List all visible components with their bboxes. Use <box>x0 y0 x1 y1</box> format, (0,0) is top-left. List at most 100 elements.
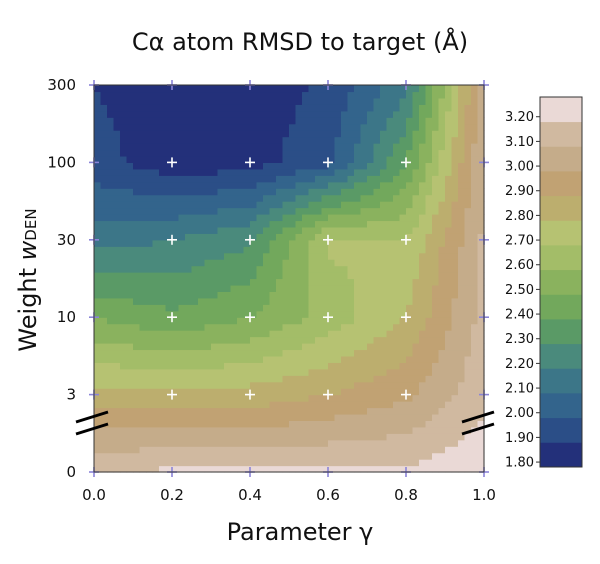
heatmap-cell <box>464 214 472 222</box>
heatmap-cell <box>211 407 219 415</box>
heatmap-cell <box>321 194 329 202</box>
heatmap-cell <box>198 343 206 351</box>
heatmap-cell <box>302 362 310 370</box>
heatmap-cell <box>308 239 316 247</box>
heatmap-cell <box>250 330 258 338</box>
heatmap-cell <box>354 343 362 351</box>
heatmap-cell <box>477 149 485 157</box>
heatmap-cell <box>445 246 453 254</box>
heatmap-cell <box>237 110 245 118</box>
heatmap-cell <box>139 381 147 389</box>
heatmap-cell <box>224 381 232 389</box>
heatmap-cell <box>477 323 485 331</box>
heatmap-cell <box>211 330 219 338</box>
heatmap-cell <box>380 420 388 428</box>
heatmap-cell <box>399 291 407 299</box>
heatmap-cell <box>386 343 394 351</box>
heatmap-cell <box>341 201 349 209</box>
heatmap-cell <box>445 433 453 441</box>
heatmap-cell <box>217 239 225 247</box>
heatmap-cell <box>373 214 381 222</box>
heatmap-cell <box>256 446 264 454</box>
heatmap-cell <box>172 162 180 170</box>
heatmap-cell <box>146 130 154 138</box>
heatmap-cell <box>347 246 355 254</box>
heatmap-cell <box>159 85 167 93</box>
heatmap-cell <box>399 349 407 357</box>
heatmap-cell <box>204 291 212 299</box>
heatmap-cell <box>347 265 355 273</box>
heatmap-cell <box>315 349 323 357</box>
heatmap-cell <box>276 420 284 428</box>
heatmap-cell <box>302 259 310 267</box>
heatmap-cell <box>94 401 102 409</box>
heatmap-cell <box>237 401 245 409</box>
heatmap-cell <box>458 349 466 357</box>
heatmap-cell <box>107 143 115 151</box>
heatmap-cell <box>172 388 180 396</box>
heatmap-cell <box>432 388 440 396</box>
heatmap-cell <box>412 117 420 125</box>
heatmap-cell <box>360 413 368 421</box>
heatmap-cell <box>295 465 303 473</box>
heatmap-cell <box>139 426 147 434</box>
heatmap-cell <box>458 459 466 467</box>
heatmap-cell <box>471 85 479 93</box>
heatmap-cell <box>113 304 121 312</box>
heatmap-cell <box>471 388 479 396</box>
heatmap-cell <box>198 252 206 260</box>
heatmap-cell <box>146 207 154 215</box>
heatmap-cell <box>211 336 219 344</box>
heatmap-cell <box>373 413 381 421</box>
heatmap-cell <box>165 155 173 163</box>
heatmap-cell <box>185 323 193 331</box>
heatmap-cell <box>100 136 108 144</box>
heatmap-cell <box>250 85 258 93</box>
heatmap-cell <box>191 278 199 286</box>
heatmap-cell <box>347 452 355 460</box>
heatmap-cell <box>269 91 277 99</box>
heatmap-cell <box>172 349 180 357</box>
heatmap-cell <box>113 201 121 209</box>
heatmap-cell <box>315 394 323 402</box>
heatmap-cell <box>445 420 453 428</box>
heatmap-cell <box>419 233 427 241</box>
heatmap-cell <box>341 459 349 467</box>
heatmap-cell <box>204 207 212 215</box>
heatmap-cell <box>373 155 381 163</box>
heatmap-cell <box>432 465 440 473</box>
heatmap-cell <box>94 446 102 454</box>
heatmap-cell <box>477 162 485 170</box>
heatmap-cell <box>373 194 381 202</box>
heatmap-cell <box>133 388 141 396</box>
heatmap-cell <box>178 368 186 376</box>
heatmap-cell <box>289 330 297 338</box>
heatmap-cell <box>256 388 264 396</box>
heatmap-cell <box>308 465 316 473</box>
heatmap-cell <box>477 201 485 209</box>
heatmap-cell <box>172 317 180 325</box>
heatmap-cell <box>165 330 173 338</box>
heatmap-cell <box>432 168 440 176</box>
heatmap-cell <box>165 368 173 376</box>
heatmap-cell <box>334 207 342 215</box>
heatmap-cell <box>425 362 433 370</box>
heatmap-cell <box>211 272 219 280</box>
heatmap-cell <box>432 381 440 389</box>
heatmap-cell <box>276 85 284 93</box>
heatmap-cell <box>100 394 108 402</box>
heatmap-cell <box>354 226 362 234</box>
heatmap-cell <box>256 110 264 118</box>
heatmap-cell <box>302 349 310 357</box>
heatmap-cell <box>347 349 355 357</box>
heatmap-cell <box>139 252 147 260</box>
heatmap-cell <box>159 368 167 376</box>
heatmap-cell <box>276 110 284 118</box>
heatmap-cell <box>230 168 238 176</box>
heatmap-cell <box>380 297 388 305</box>
heatmap-cell <box>217 220 225 228</box>
heatmap-cell <box>334 330 342 338</box>
heatmap-cell <box>458 355 466 363</box>
heatmap-cell <box>185 110 193 118</box>
heatmap-cell <box>477 155 485 163</box>
